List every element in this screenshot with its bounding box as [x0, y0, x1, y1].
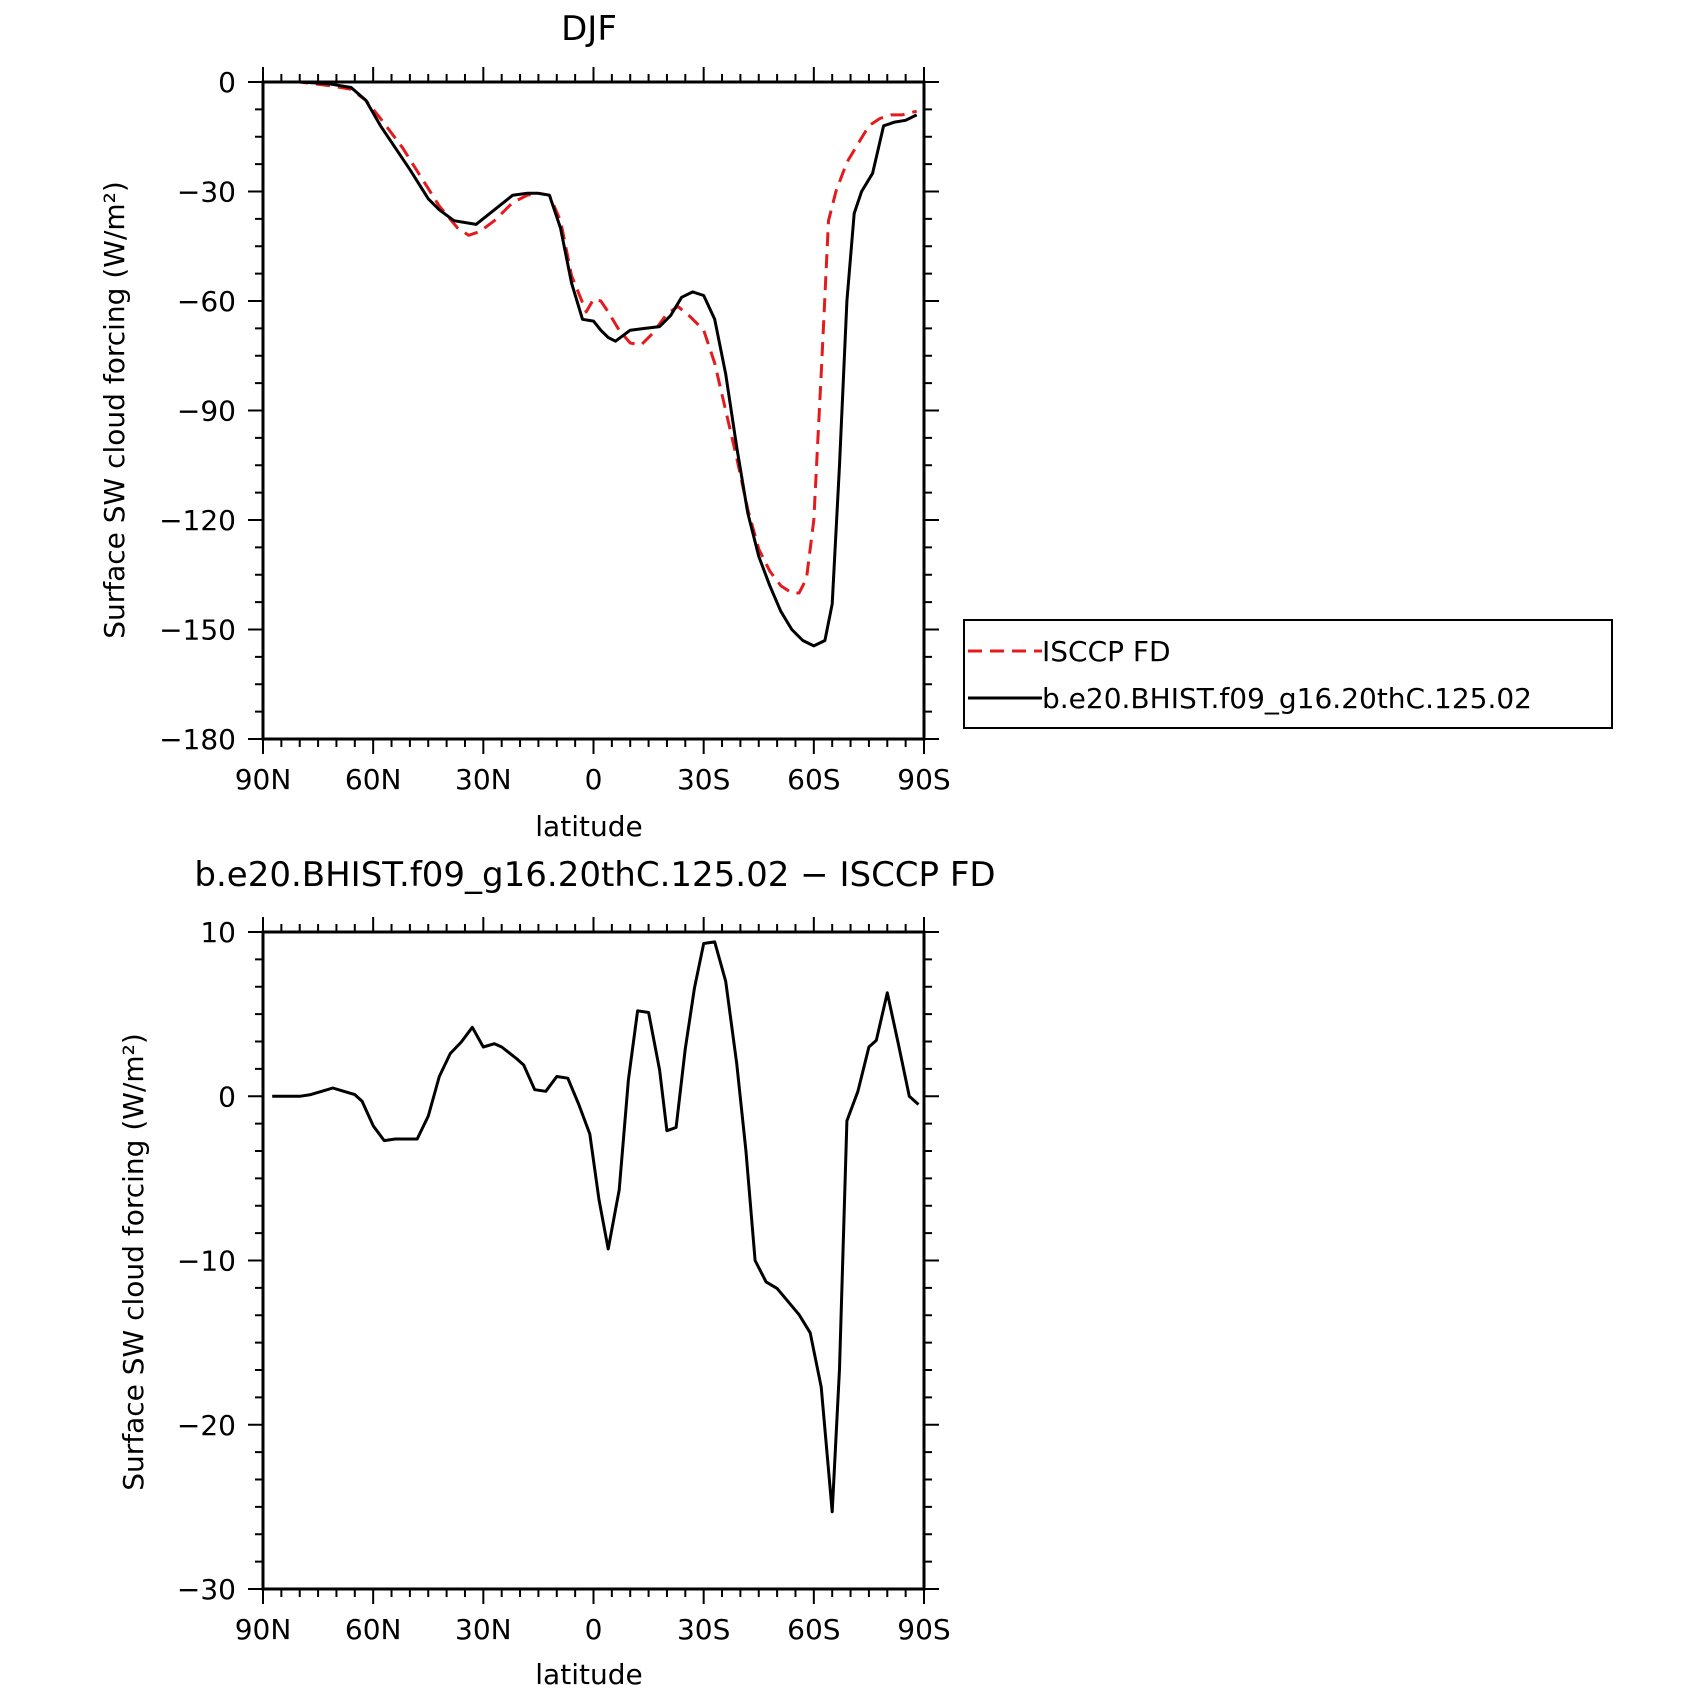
legend-label-isccp-fd: ISCCP FD: [1042, 635, 1171, 668]
legend-box: [963, 619, 1613, 729]
x-tick-label: 90S: [897, 763, 950, 796]
series-line-difference: [272, 940, 920, 1514]
x-tick-label: 0: [585, 1613, 603, 1646]
x-tick-label: 60S: [787, 763, 840, 796]
bottom-chart-frame: [261, 930, 926, 1591]
y-tick-label: 0: [218, 1080, 236, 1113]
y-tick-label: −150: [159, 614, 236, 647]
bottom-chart-series: [272, 940, 920, 1514]
y-tick-label: −10: [177, 1245, 236, 1278]
bottom-chart-x-axis-title: latitude: [535, 1658, 642, 1685]
top-chart-frame: [261, 80, 926, 741]
x-tick-label: 0: [585, 763, 603, 796]
top-chart-title: DJF: [561, 9, 617, 49]
bottom-chart-y-axis-title: Surface SW cloud forcing (W/m²): [117, 1033, 150, 1491]
top-chart-x-axis-title: latitude: [535, 810, 642, 843]
y-tick-label: −90: [177, 395, 236, 428]
y-tick-label: 10: [200, 916, 236, 949]
y-tick-label: −30: [177, 1573, 236, 1606]
top-chart-legend: ISCCP FD b.e20.BHIST.f09_g16.20thC.125.0…: [963, 619, 1613, 729]
top-chart-tick-labels: 90N 60N 30N 0 30S 60S 90S 0 −30 −60 −90 −120 −150 −18…: [159, 66, 951, 796]
bottom-chart-tick-labels: 90N 60N 30N 0 30S 60S 90S 10 0 −10 −20 −30: [177, 916, 951, 1646]
x-tick-label: 30N: [455, 763, 512, 796]
top-chart-y-axis-title: Surface SW cloud forcing (W/m²): [98, 181, 131, 639]
x-tick-label: 60N: [345, 763, 402, 796]
x-tick-label: 30S: [677, 1613, 730, 1646]
y-tick-label: −180: [159, 723, 236, 756]
x-tick-label: 60S: [787, 1613, 840, 1646]
legend-label-model: b.e20.BHIST.f09_g16.20thC.125.02: [1042, 682, 1532, 715]
y-tick-label: −120: [159, 504, 236, 537]
y-tick-label: −30: [177, 176, 236, 209]
y-tick-label: −60: [177, 285, 236, 318]
y-tick-label: −20: [177, 1409, 236, 1442]
series-line-b-e20-bhist-f09-g16-20thc-125-02: [272, 80, 918, 648]
series-line-isccp-fd: [272, 80, 918, 595]
x-tick-label: 90N: [235, 763, 292, 796]
bottom-chart-title: b.e20.BHIST.f09_g16.20thC.125.02 − ISCCP…: [194, 855, 995, 895]
y-tick-label: 0: [218, 66, 236, 99]
x-tick-label: 90S: [897, 1613, 950, 1646]
x-tick-label: 30N: [455, 1613, 512, 1646]
x-tick-label: 60N: [345, 1613, 402, 1646]
x-tick-label: 30S: [677, 763, 730, 796]
top-chart-series: [272, 80, 918, 648]
x-tick-label: 90N: [235, 1613, 292, 1646]
bottom-chart-panel: b.e20.BHIST.f09_g16.20thC.125.02 − ISCCP…: [117, 855, 996, 1685]
top-chart-panel: DJF 90N 60N 30N 0 30S 60S 90S 0 −30 −60 −90 −120 −15…: [98, 9, 1613, 843]
